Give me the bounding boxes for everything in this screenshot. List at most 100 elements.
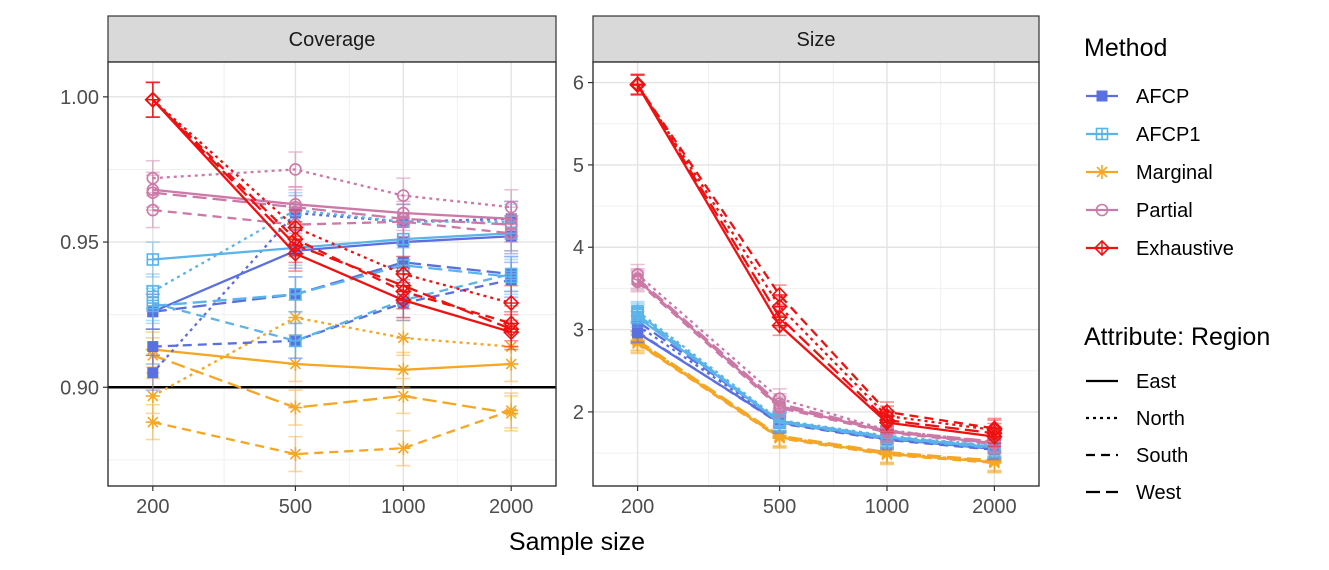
legend-item-north: North — [1086, 408, 1185, 430]
data-point — [504, 200, 518, 214]
series-line — [636, 84, 995, 438]
series-line — [152, 348, 512, 371]
panel-strip — [592, 15, 1040, 63]
data-point — [504, 406, 519, 421]
y-tick-label: 0.90 — [60, 377, 99, 399]
panel-size: Size 2 3 4 5 6 200 500 1000 2000 — [573, 15, 1040, 518]
legend-label: AFCP1 — [1136, 124, 1200, 146]
legend-key-marker — [1096, 90, 1108, 102]
legend-item-south: South — [1086, 445, 1188, 467]
series-line — [152, 208, 512, 235]
data-point — [878, 412, 896, 429]
series-line — [636, 83, 995, 432]
data-point — [147, 341, 159, 353]
data-point — [146, 186, 160, 199]
data-point — [771, 286, 788, 304]
data-point — [629, 76, 646, 93]
legend-item-afcp1: AFCP1 — [1086, 124, 1200, 146]
data-point — [397, 232, 410, 246]
legend-label: Marginal — [1136, 162, 1213, 184]
data-point — [632, 326, 644, 338]
data-point — [396, 441, 411, 456]
data-point — [631, 275, 644, 289]
data-point — [396, 388, 411, 403]
panel-strip — [107, 15, 557, 63]
y-tick-label: 5 — [573, 155, 584, 177]
series-line — [636, 83, 995, 435]
data-point — [289, 163, 302, 176]
error-bar — [504, 206, 519, 243]
series-line — [636, 312, 995, 450]
x-tick-label: 500 — [279, 496, 312, 518]
series-line — [636, 342, 995, 465]
panel-coverage: Coverage 0.90 0.95 1.00 200 500 1000 2000 — [60, 15, 557, 518]
data-point — [288, 447, 303, 462]
y-tick-label: 6 — [573, 73, 584, 95]
series-line — [152, 278, 512, 348]
x-tick-label: 200 — [621, 496, 654, 518]
legend-item-afcp: AFCP — [1086, 86, 1189, 108]
series-marginal-north — [145, 299, 519, 415]
error-bar — [396, 203, 411, 240]
y-tick-label: 4 — [573, 237, 584, 259]
y-tick-label: 1.00 — [60, 87, 99, 109]
series-line — [636, 280, 995, 446]
series-line — [152, 264, 512, 308]
data-point — [397, 189, 410, 202]
error-bar — [504, 215, 519, 252]
data-point — [289, 200, 302, 214]
legend-label: North — [1136, 408, 1185, 430]
data-point — [504, 339, 519, 354]
panel-border — [107, 61, 557, 487]
panel-border — [592, 61, 1040, 487]
x-tick-label: 500 — [763, 496, 796, 518]
series-line — [151, 98, 512, 334]
series-line — [151, 98, 512, 331]
x-tick-label: 2000 — [972, 496, 1017, 518]
legend-title-method: Method — [1084, 34, 1167, 62]
series-line — [636, 331, 995, 451]
data-point — [631, 308, 644, 322]
legend-item-exhaustive: Exhaustive — [1086, 238, 1234, 260]
data-point — [288, 400, 303, 415]
legend-item-west: West — [1086, 482, 1182, 504]
series-line — [152, 208, 512, 293]
panel-title: Size — [797, 29, 836, 51]
x-tick-label: 2000 — [489, 496, 534, 518]
data-point — [397, 212, 410, 226]
data-point — [144, 91, 161, 108]
data-point — [396, 330, 411, 345]
data-point — [504, 270, 518, 284]
x-tick-label: 1000 — [865, 496, 910, 518]
data-point — [504, 227, 518, 240]
legend-label: East — [1136, 371, 1176, 393]
y-tick-label: 2 — [573, 402, 584, 424]
data-point — [503, 321, 520, 338]
series-line — [152, 232, 512, 261]
data-point — [287, 236, 304, 254]
series-line — [152, 354, 512, 415]
y-tick-label: 3 — [573, 320, 584, 342]
series-line — [152, 261, 512, 313]
legend-label: West — [1136, 482, 1182, 504]
data-point — [987, 453, 1002, 468]
data-point — [986, 425, 1003, 442]
data-point — [288, 310, 303, 325]
series-line — [151, 211, 512, 374]
data-point — [146, 299, 160, 313]
series-line — [152, 272, 512, 343]
y-tick-label: 0.95 — [60, 232, 99, 254]
x-tick-label: 200 — [136, 496, 169, 518]
data-point — [631, 272, 644, 285]
legend-label: South — [1136, 445, 1188, 467]
series-line — [152, 235, 512, 313]
data-point — [504, 357, 519, 372]
data-point — [145, 388, 160, 403]
data-point — [288, 357, 303, 372]
data-point — [773, 414, 786, 428]
legend-key-marker — [1093, 239, 1111, 257]
data-point — [289, 288, 302, 301]
data-point — [879, 445, 894, 460]
series-line — [152, 409, 512, 456]
